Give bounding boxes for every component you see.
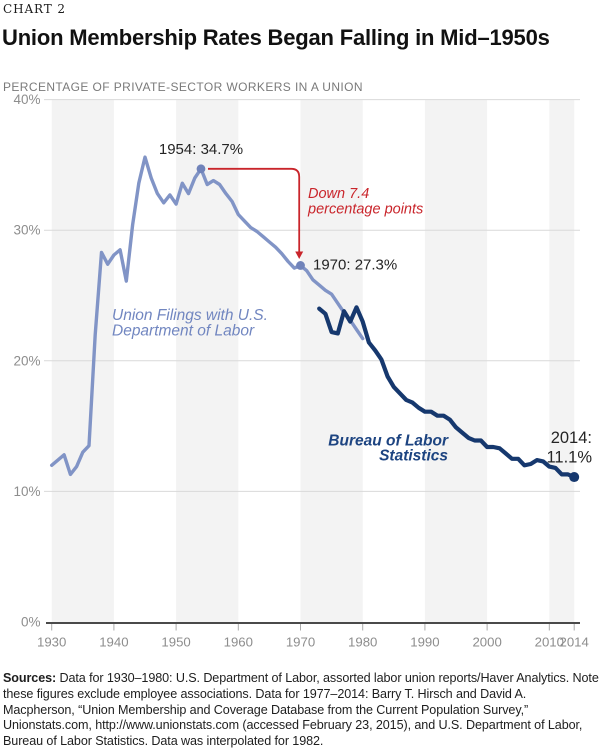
union-membership-line-chart: 1930 1940 1950 1960 1970 1980 1990 2000 20102014…	[13, 92, 592, 650]
annotation-1954-peak: 1954: 34.7%	[159, 141, 243, 158]
chart-kicker: CHART 2	[3, 2, 66, 16]
x-tick-label-1940: 1940	[99, 635, 128, 650]
x-tick-label-1930: 1930	[37, 635, 66, 650]
series-label-union-filings: Union Filings with U.S. Department of Lab…	[112, 307, 268, 340]
x-tick-label-1960: 1960	[224, 635, 253, 650]
sources-note: Sources: Data for 1930–1980: U.S. Depart…	[3, 671, 600, 750]
annotation-connector-arrow	[207, 167, 301, 252]
x-tick-label-1950: 1950	[161, 635, 190, 650]
series-line-union-filings	[50, 155, 365, 477]
data-point-1970	[296, 261, 305, 270]
data-point-2014	[569, 472, 580, 483]
x-tick-label-2010: 2010	[535, 635, 564, 650]
x-tick-label-2014: 2014	[560, 635, 589, 650]
y-tick-label-10: 10%	[13, 484, 40, 499]
sources-text: Data for 1930–1980: U.S. Department of L…	[3, 671, 599, 749]
page-title: Union Membership Rates Began Falling in …	[2, 25, 550, 50]
annotation-2014: 2014: 11.1%	[546, 429, 592, 467]
sources-label: Sources:	[3, 671, 57, 685]
x-tick-label-1990: 1990	[410, 635, 439, 650]
y-tick-label-20: 20%	[13, 353, 40, 368]
x-tick-label-1980: 1980	[348, 635, 377, 650]
chart-subtitle: PERCENTAGE OF PRIVATE-SECTOR WORKERS IN …	[3, 80, 363, 94]
arrowhead-icon	[295, 251, 304, 259]
annotation-down-74: Down 7.4 percentage points	[307, 186, 423, 218]
series-label-bls: Bureau of Labor Statistics	[328, 433, 449, 465]
x-tick-label-1970: 1970	[286, 635, 315, 650]
annotation-1970: 1970: 27.3%	[313, 257, 397, 274]
x-tick-label-2000: 2000	[472, 635, 501, 650]
y-tick-label-30: 30%	[13, 223, 40, 238]
series-line-bls	[317, 305, 577, 480]
y-tick-label-0: 0%	[21, 615, 41, 630]
y-tick-label-40: 40%	[13, 92, 40, 107]
data-point-1954	[196, 164, 206, 174]
